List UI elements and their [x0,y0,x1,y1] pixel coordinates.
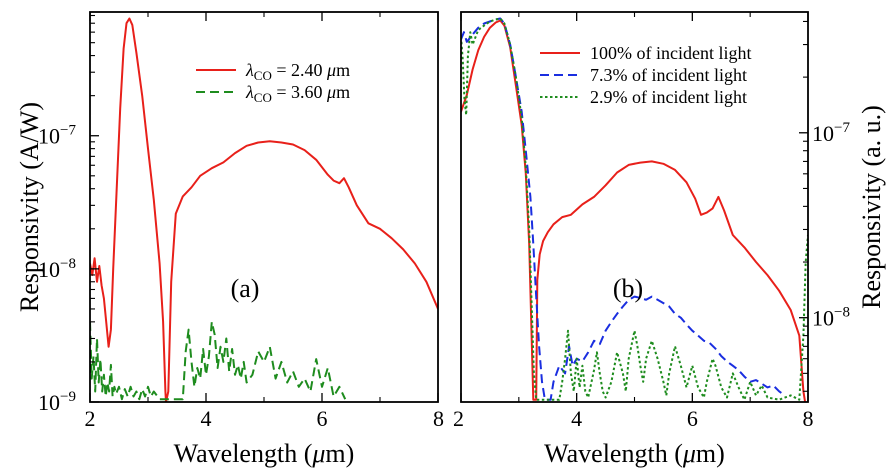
series-group [461,17,808,402]
series-line-3 [461,17,808,401]
x-axis-label: Wavelength (μm) [174,439,355,468]
panel-a: 2 4 6 8 10−9 10−8 10−7 Wavelength (μm) Responsiv… [15,11,444,468]
y-tick-label: 10−9 [38,389,76,415]
legend-entry: 2.9% of incident light [590,87,747,107]
x-tick-label: 2 [453,406,464,431]
series-line-2 [461,17,786,401]
series-line-2 [90,320,347,401]
series-group [90,17,438,402]
y-axis-label: Responsivity (A/W) [15,102,44,312]
y-tick-label: 10−7 [812,120,850,146]
x-tick-label: 6 [317,406,328,431]
x-tick-label: 8 [803,406,814,431]
series-line-1 [90,17,438,402]
legend-entry: 7.3% of incident light [590,65,747,85]
panel-label: (b) [613,274,643,303]
x-tick-label: 4 [571,406,582,431]
y-tick-label: 10−8 [38,256,76,282]
legend-entry: 100% of incident light [590,43,751,63]
x-axis-label: Wavelength (μm) [544,439,725,468]
y-tick-label: 10−8 [812,305,850,331]
y-tick-label: 10−7 [38,123,76,149]
panel-b: 2 4 6 8 10−8 10−7 Wavelength (μm) Responsivity … [453,11,886,468]
x-tick-label: 8 [433,406,444,431]
x-tick-label: 2 [85,406,96,431]
legend-entry: λCO = 3.60 μm [245,82,350,105]
x-tick-label: 4 [201,406,212,431]
panel-label: (a) [231,274,260,303]
legend-entry: λCO = 2.40 μm [245,60,350,83]
y-axis-label: Responsivity (a. u.) [857,105,886,309]
x-tick-label: 6 [687,406,698,431]
series-line-1 [461,19,807,402]
